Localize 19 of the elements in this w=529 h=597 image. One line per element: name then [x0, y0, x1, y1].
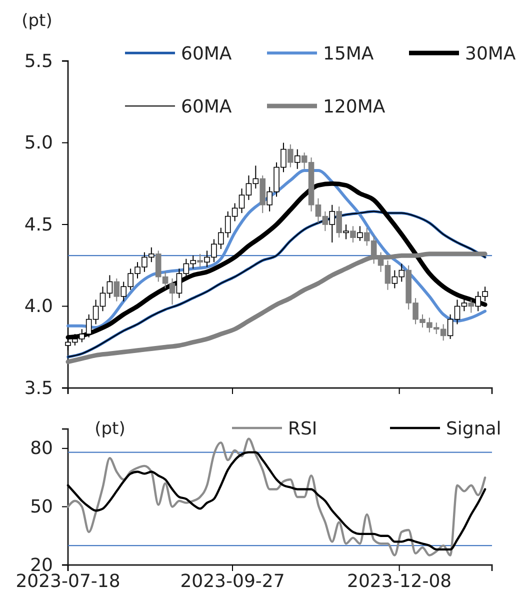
y-tick-label: 3.5 — [24, 378, 53, 399]
y-axis-title: (pt) — [94, 419, 126, 439]
legend-label: 120MA — [323, 96, 386, 118]
y-tick-label: 50 — [30, 496, 53, 518]
legend-label: 60MA — [181, 43, 232, 64]
x-tick-label: 2023-12-08 — [347, 570, 452, 592]
x-tick-label: 2023-07-18 — [16, 570, 120, 592]
y-tick-label: 4.0 — [24, 296, 53, 318]
y-tick-label: 5.5 — [24, 50, 53, 72]
y-axis-title: (pt) — [22, 11, 52, 31]
legend-label: 60MA — [181, 96, 232, 118]
y-tick-label: 4.5 — [24, 214, 53, 236]
legend-label: 15MA — [323, 43, 374, 64]
y-tick-label: 5.0 — [24, 132, 53, 154]
legend-label: Signal — [446, 418, 502, 440]
x-tick-label: 2023-09-27 — [180, 570, 285, 592]
legend-label: 30MA — [465, 43, 516, 64]
y-tick-label: 80 — [30, 438, 53, 460]
legend-label: RSI — [288, 418, 318, 440]
